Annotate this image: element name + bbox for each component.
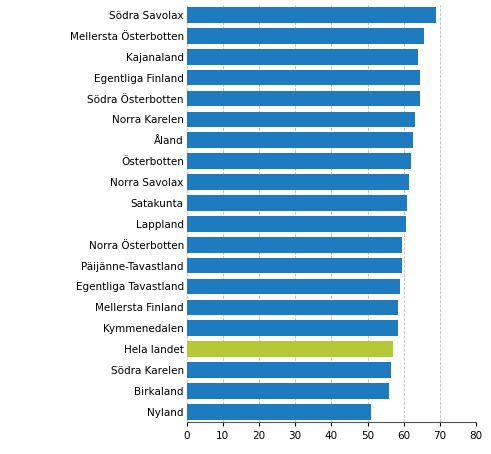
Bar <box>187 70 420 85</box>
Bar <box>187 341 393 357</box>
Bar <box>187 133 413 148</box>
Bar <box>187 321 398 336</box>
Bar <box>187 28 424 44</box>
Bar <box>187 195 408 211</box>
Bar <box>187 258 402 273</box>
Bar <box>187 300 398 315</box>
Bar <box>187 7 436 23</box>
Bar <box>187 237 402 252</box>
Bar <box>187 153 411 169</box>
Bar <box>187 216 406 232</box>
Bar <box>187 279 400 294</box>
Bar <box>187 174 409 190</box>
Bar <box>187 404 371 419</box>
Bar <box>187 383 389 399</box>
Bar <box>187 362 391 378</box>
Bar <box>187 91 420 106</box>
Bar <box>187 112 415 127</box>
Bar <box>187 49 418 64</box>
